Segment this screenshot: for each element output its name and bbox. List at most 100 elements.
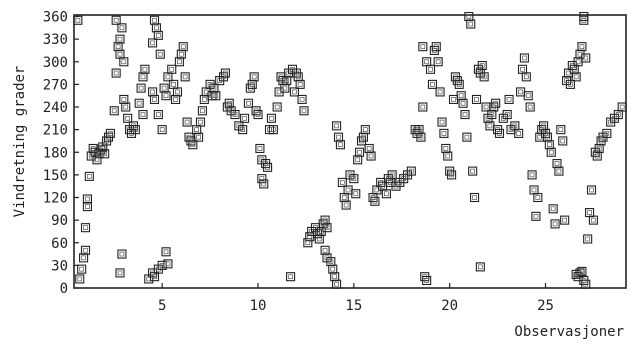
data-point xyxy=(355,147,365,157)
data-point xyxy=(491,98,501,108)
data-point xyxy=(571,72,581,82)
data-point xyxy=(272,102,282,112)
data-point xyxy=(339,192,349,203)
data-point xyxy=(533,192,543,203)
data-point xyxy=(333,132,344,142)
x-tick-label: 10 xyxy=(250,298,267,314)
data-point xyxy=(477,60,487,71)
data-point xyxy=(364,143,374,154)
data-point xyxy=(458,98,468,108)
data-point xyxy=(439,128,449,138)
data-point xyxy=(259,179,269,189)
data-point xyxy=(113,42,123,52)
data-point xyxy=(130,125,140,135)
data-point xyxy=(79,253,89,263)
data-point xyxy=(257,174,267,184)
data-point xyxy=(84,171,94,181)
data-point xyxy=(514,128,524,138)
data-point xyxy=(387,170,397,180)
data-point xyxy=(117,249,127,259)
data-point xyxy=(502,109,512,120)
data-point xyxy=(554,166,564,176)
data-point xyxy=(111,68,121,78)
data-point xyxy=(105,128,115,138)
data-point xyxy=(456,91,466,101)
data-point xyxy=(521,72,531,82)
data-point xyxy=(470,192,480,203)
data-point xyxy=(548,204,558,214)
data-point xyxy=(443,151,453,161)
data-point xyxy=(148,87,158,97)
y-tick-label: 30 xyxy=(51,258,68,274)
y-tick-label: 330 xyxy=(43,32,68,48)
data-point xyxy=(583,234,593,244)
data-point xyxy=(529,185,539,195)
data-point xyxy=(546,147,556,157)
data-point xyxy=(366,151,376,161)
data-point xyxy=(178,42,188,52)
data-point xyxy=(230,109,240,120)
data-point xyxy=(153,30,163,40)
data-point xyxy=(255,143,265,154)
data-point xyxy=(337,177,347,187)
data-point xyxy=(80,245,91,255)
data-point xyxy=(171,94,181,105)
data-point xyxy=(516,87,526,97)
data-point xyxy=(462,132,472,142)
data-point xyxy=(406,166,416,176)
data-point xyxy=(268,125,278,135)
data-point xyxy=(468,166,478,176)
y-tick-label: 210 xyxy=(43,123,68,139)
data-point xyxy=(577,42,587,52)
data-point xyxy=(266,113,276,123)
data-point xyxy=(303,238,313,248)
data-point xyxy=(588,215,598,225)
data-point xyxy=(136,83,146,93)
data-point xyxy=(448,94,459,105)
data-point xyxy=(299,106,309,116)
data-point xyxy=(435,87,445,97)
data-point xyxy=(422,57,432,67)
data-point xyxy=(75,274,85,284)
x-tick-label: 25 xyxy=(537,298,554,314)
data-point xyxy=(341,200,351,210)
y-axis: 0 30 60 90 120 150 180 210 240 270 300 330 360 xyxy=(43,10,79,297)
data-point xyxy=(117,23,127,33)
data-point xyxy=(138,109,148,120)
data-point xyxy=(370,196,380,206)
data-point xyxy=(335,140,345,150)
data-point xyxy=(253,109,263,120)
data-point xyxy=(314,234,324,244)
data-point xyxy=(140,64,150,74)
data-point xyxy=(123,113,133,123)
data-point xyxy=(109,106,119,116)
y-tick-label: 120 xyxy=(43,191,68,207)
data-point xyxy=(447,170,457,180)
data-points xyxy=(73,11,627,289)
y-tick-label: 90 xyxy=(51,213,68,229)
data-point xyxy=(220,68,230,78)
data-point xyxy=(163,259,173,269)
y-tick-label: 180 xyxy=(43,145,68,161)
data-point xyxy=(433,57,443,67)
data-point xyxy=(119,94,129,105)
data-point xyxy=(466,19,476,29)
data-point xyxy=(525,102,535,112)
data-point xyxy=(558,136,568,146)
data-point xyxy=(416,132,426,142)
data-point xyxy=(454,79,464,89)
data-point xyxy=(155,49,165,59)
x-tick-label: 20 xyxy=(441,298,458,314)
data-point xyxy=(119,57,129,67)
data-point xyxy=(425,64,436,74)
data-point xyxy=(121,102,131,112)
data-point xyxy=(560,215,570,225)
x-axis: 5 10 15 20 25 xyxy=(158,283,554,314)
data-point xyxy=(494,128,505,138)
data-point xyxy=(100,149,110,159)
data-point xyxy=(194,132,204,142)
data-point xyxy=(330,272,340,282)
data-point xyxy=(565,79,575,89)
